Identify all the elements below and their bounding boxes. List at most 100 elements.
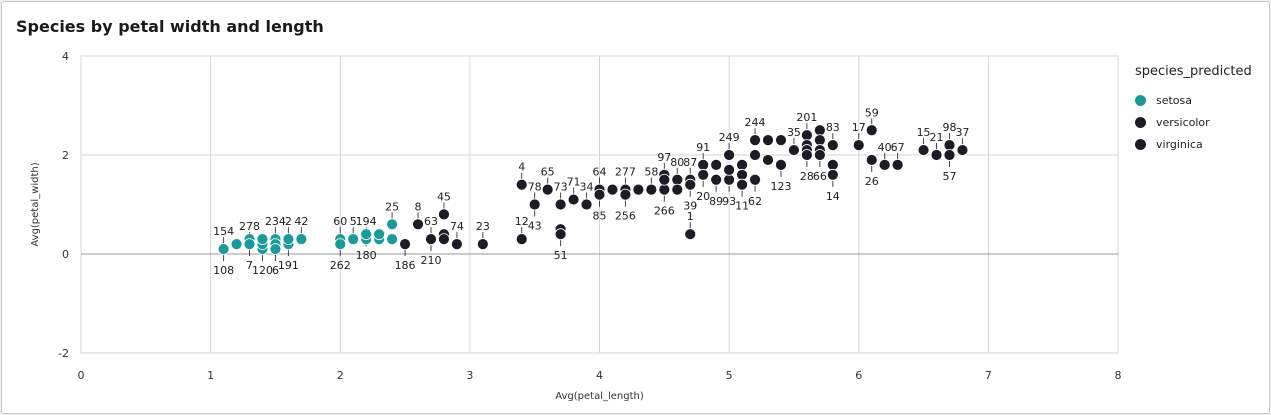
point-label: 91 [696, 141, 710, 154]
point-label: 45 [437, 190, 451, 203]
data-point[interactable] [230, 238, 243, 251]
point-label: 57 [942, 170, 956, 183]
data-point[interactable] [528, 198, 541, 211]
data-point[interactable] [736, 178, 748, 191]
legend-dot-icon [1135, 138, 1146, 150]
data-point[interactable] [580, 198, 593, 211]
data-point[interactable] [697, 168, 710, 181]
legend-item[interactable]: versicolor [1135, 111, 1252, 133]
data-point[interactable] [943, 149, 956, 161]
data-point[interactable] [671, 183, 684, 196]
data-point[interactable] [645, 183, 658, 196]
data-point[interactable] [801, 129, 813, 142]
data-point[interactable] [425, 233, 437, 246]
data-point[interactable] [762, 154, 774, 166]
data-point[interactable] [826, 158, 839, 171]
data-point[interactable] [749, 134, 761, 147]
data-point[interactable] [217, 243, 230, 255]
point-label: 7 [246, 259, 253, 272]
data-point[interactable] [451, 238, 463, 251]
data-point[interactable] [373, 228, 386, 241]
data-point[interactable] [386, 218, 399, 231]
data-point[interactable] [813, 149, 826, 161]
data-point[interactable] [515, 233, 528, 246]
data-point[interactable] [723, 163, 736, 176]
data-point[interactable] [671, 173, 684, 186]
data-point[interactable] [826, 139, 839, 152]
data-point[interactable] [256, 233, 269, 246]
data-point[interactable] [762, 134, 774, 147]
point-label: 93 [722, 195, 736, 208]
data-point[interactable] [567, 193, 580, 206]
data-point[interactable] [801, 149, 813, 161]
data-point[interactable] [878, 158, 891, 171]
data-point[interactable] [865, 124, 878, 137]
data-point[interactable] [606, 183, 619, 196]
data-point[interactable] [775, 134, 787, 147]
data-point[interactable] [891, 158, 904, 171]
data-point[interactable] [554, 228, 567, 241]
data-point[interactable] [736, 168, 748, 181]
data-point[interactable] [749, 173, 761, 186]
data-point[interactable] [269, 243, 282, 255]
data-point[interactable] [723, 173, 736, 186]
data-point[interactable] [619, 188, 632, 201]
data-point[interactable] [788, 144, 800, 156]
data-point[interactable] [554, 198, 567, 211]
data-point[interactable] [282, 233, 295, 246]
data-point[interactable] [736, 158, 748, 171]
data-point[interactable] [710, 158, 723, 171]
data-point[interactable] [697, 158, 710, 171]
data-point[interactable] [541, 183, 554, 196]
point-label: 15 [917, 126, 931, 139]
legend-item[interactable]: virginica [1135, 133, 1252, 155]
data-point[interactable] [412, 218, 424, 231]
data-point[interactable] [295, 233, 308, 246]
data-point[interactable] [399, 238, 411, 251]
data-point[interactable] [658, 173, 671, 186]
data-point[interactable] [360, 228, 373, 241]
data-point[interactable] [476, 238, 489, 251]
point-label: 262 [330, 259, 351, 272]
data-point[interactable] [684, 178, 697, 191]
data-point[interactable] [775, 158, 787, 171]
point-label: 277 [615, 166, 636, 179]
data-point[interactable] [386, 233, 399, 246]
data-point[interactable] [438, 208, 450, 221]
data-point[interactable] [749, 149, 761, 161]
data-point[interactable] [943, 139, 956, 152]
data-point[interactable] [723, 149, 736, 161]
data-point[interactable] [243, 238, 256, 251]
data-point[interactable] [347, 233, 360, 246]
point-label: 11 [735, 200, 749, 213]
y-tick-label: 2 [62, 149, 69, 162]
data-point[interactable] [632, 183, 645, 196]
data-point[interactable] [658, 183, 671, 196]
x-axis-label: Avg(petal_length) [555, 391, 644, 402]
point-label: 180 [356, 249, 377, 262]
data-point[interactable] [710, 173, 723, 186]
data-point[interactable] [930, 149, 943, 161]
point-label: 89 [709, 195, 723, 208]
point-label: 256 [615, 210, 636, 223]
data-point[interactable] [956, 144, 969, 156]
data-point[interactable] [515, 178, 528, 191]
legend-item[interactable]: setosa [1135, 89, 1252, 111]
data-point[interactable] [334, 238, 347, 251]
chart-title: Species by petal width and length [16, 17, 324, 36]
data-point[interactable] [438, 233, 450, 246]
data-point[interactable] [684, 228, 697, 241]
point-label: 14 [826, 190, 840, 203]
data-point[interactable] [813, 134, 826, 147]
data-point[interactable] [865, 154, 878, 166]
legend: species_predicted setosa versicolor virgin… [1135, 64, 1252, 155]
data-point[interactable] [852, 139, 865, 152]
data-point[interactable] [917, 144, 930, 156]
data-point[interactable] [593, 188, 606, 201]
data-point[interactable] [826, 168, 839, 181]
point-label: 28 [800, 170, 814, 183]
data-point[interactable] [813, 124, 826, 137]
point-label: 42 [294, 215, 308, 228]
